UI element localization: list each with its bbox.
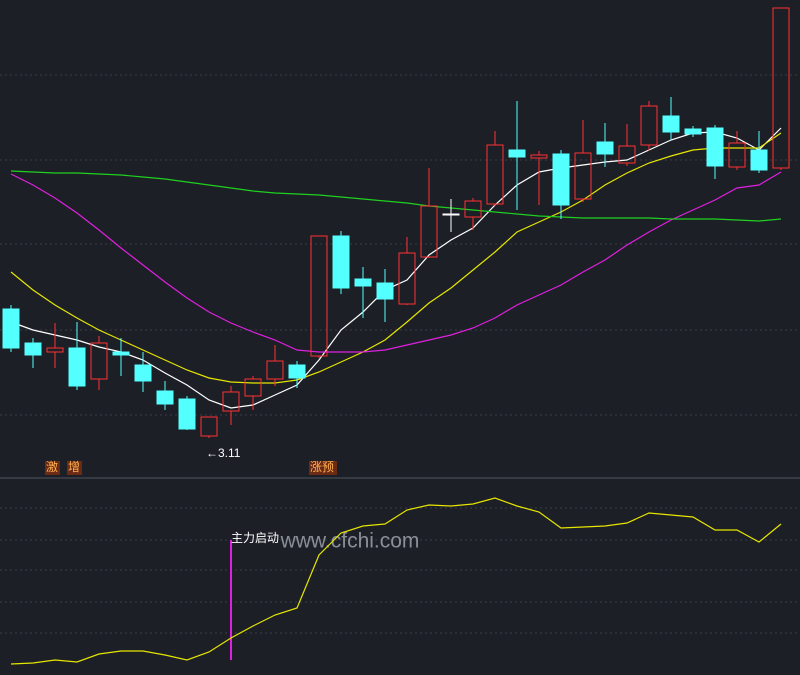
candle-body xyxy=(640,105,658,146)
watermark: www.cfchi.com xyxy=(280,530,420,553)
candle-body xyxy=(244,378,262,397)
candle-body xyxy=(684,128,702,135)
candle-body xyxy=(486,144,504,205)
candle-body xyxy=(156,390,174,405)
annotation: 增 xyxy=(68,460,80,474)
candle-body xyxy=(68,347,86,387)
candle-body xyxy=(574,152,592,200)
annotation-box xyxy=(67,461,82,475)
annotation-box xyxy=(309,461,337,475)
candle-body xyxy=(134,364,152,382)
candle-body xyxy=(398,252,416,305)
moving-average-line xyxy=(10,127,782,409)
candle-body xyxy=(354,278,372,287)
candle-body xyxy=(2,308,20,349)
candle-body xyxy=(530,154,548,159)
candle-body xyxy=(24,342,42,356)
candle-body xyxy=(772,7,790,169)
candle-body xyxy=(508,149,526,158)
annotation: 激 xyxy=(46,460,58,474)
annotation: ←3.11 xyxy=(206,446,241,460)
annotation-box xyxy=(45,461,60,475)
candle-body xyxy=(662,115,680,133)
candle-body xyxy=(618,145,636,164)
candle-body xyxy=(420,205,438,258)
candle-body xyxy=(442,213,460,216)
candle-body xyxy=(376,282,394,300)
candle-body xyxy=(266,360,284,380)
candle-body xyxy=(310,235,328,357)
grid xyxy=(0,74,800,634)
annotation: 涨预 xyxy=(310,459,334,474)
candle-body xyxy=(112,351,130,356)
candle-body xyxy=(332,235,350,289)
candle-body xyxy=(552,153,570,206)
candle-body xyxy=(288,364,306,379)
candle-body xyxy=(200,416,218,437)
moving-average-line xyxy=(10,132,782,384)
signal-label: 主力启动 xyxy=(231,531,279,545)
candle-body xyxy=(728,142,746,168)
candle-body xyxy=(178,398,196,430)
moving-average-line xyxy=(10,171,782,353)
candle-body xyxy=(90,342,108,380)
candle-body xyxy=(750,149,768,171)
moving-average-line xyxy=(10,170,782,222)
candle-body xyxy=(596,141,614,155)
candle-body xyxy=(222,391,240,412)
candle-body xyxy=(706,127,724,167)
candle-body xyxy=(46,347,64,353)
candle-body xyxy=(464,200,482,218)
indicator-line xyxy=(10,497,782,665)
